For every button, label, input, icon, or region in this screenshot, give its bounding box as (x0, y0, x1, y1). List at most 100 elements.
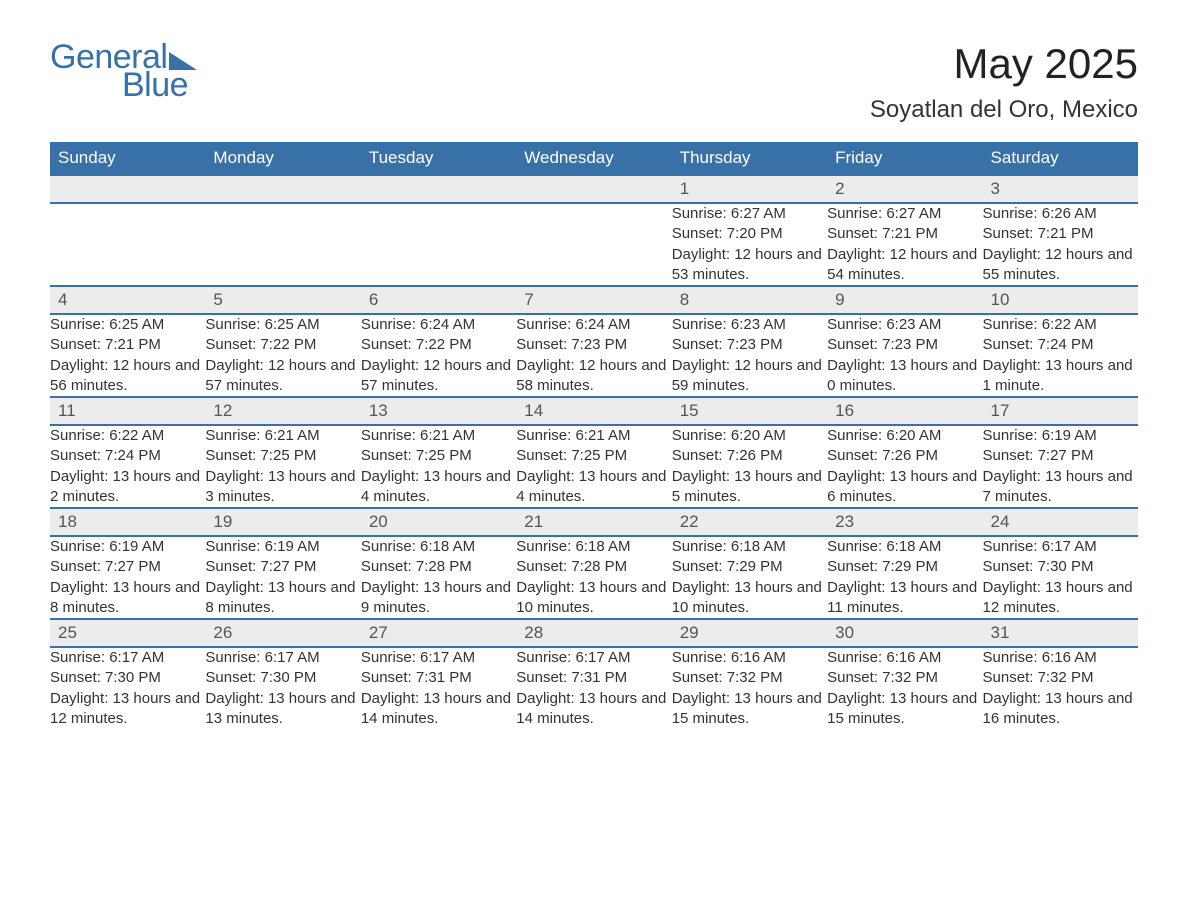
sunset-value: 7:32 PM (882, 669, 938, 686)
day-detail-cell: Sunrise: 6:25 AMSunset: 7:21 PMDaylight:… (50, 314, 205, 397)
title-block: May 2025 Soyatlan del Oro, Mexico (870, 40, 1138, 124)
daylight-line: Daylight: 13 hours and 14 minutes. (516, 689, 671, 730)
page-subtitle: Soyatlan del Oro, Mexico (870, 96, 1138, 124)
detail-row: Sunrise: 6:22 AMSunset: 7:24 PMDaylight:… (50, 425, 1138, 508)
sunrise-line: Sunrise: 6:18 AM (361, 537, 516, 557)
day-number-cell: 3 (983, 175, 1138, 203)
sunrise-label: Sunrise: (516, 316, 575, 333)
day-number-cell: 9 (827, 286, 982, 314)
sunrise-line: Sunrise: 6:21 AM (361, 426, 516, 446)
sunset-label: Sunset: (50, 669, 105, 686)
sunset-line: Sunset: 7:21 PM (827, 224, 982, 244)
day-number-cell: 21 (516, 508, 671, 536)
daylight-label: Daylight: (983, 246, 1046, 263)
sunrise-label: Sunrise: (205, 538, 264, 555)
daylight-line: Daylight: 13 hours and 8 minutes. (50, 578, 205, 619)
detail-row: Sunrise: 6:27 AMSunset: 7:20 PMDaylight:… (50, 203, 1138, 286)
sunset-line: Sunset: 7:31 PM (516, 668, 671, 688)
daylight-line: Daylight: 13 hours and 15 minutes. (827, 689, 982, 730)
sunset-label: Sunset: (672, 225, 727, 242)
day-detail-cell: Sunrise: 6:24 AMSunset: 7:22 PMDaylight:… (361, 314, 516, 397)
sunset-line: Sunset: 7:27 PM (983, 446, 1138, 466)
sunrise-label: Sunrise: (50, 538, 109, 555)
daylight-label: Daylight: (827, 690, 890, 707)
day-detail-cell: Sunrise: 6:18 AMSunset: 7:29 PMDaylight:… (827, 536, 982, 619)
sunrise-label: Sunrise: (672, 649, 731, 666)
sunset-value: 7:27 PM (260, 558, 316, 575)
sunset-line: Sunset: 7:23 PM (672, 335, 827, 355)
sunset-label: Sunset: (827, 225, 882, 242)
day-number-cell: 7 (516, 286, 671, 314)
sunset-label: Sunset: (983, 447, 1038, 464)
daylight-line: Daylight: 13 hours and 10 minutes. (672, 578, 827, 619)
day-number-cell: 12 (205, 397, 360, 425)
sunrise-line: Sunrise: 6:23 AM (827, 315, 982, 335)
sunrise-value: 6:24 AM (420, 316, 475, 333)
day-number-cell: 4 (50, 286, 205, 314)
sunrise-line: Sunrise: 6:16 AM (827, 648, 982, 668)
sunrise-line: Sunrise: 6:17 AM (983, 537, 1138, 557)
sunrise-value: 6:19 AM (109, 538, 164, 555)
sunset-value: 7:22 PM (416, 336, 472, 353)
day-number: 23 (827, 509, 982, 535)
sunset-line: Sunset: 7:28 PM (516, 557, 671, 577)
sunrise-label: Sunrise: (827, 205, 886, 222)
sunrise-value: 6:22 AM (109, 427, 164, 444)
sunrise-line: Sunrise: 6:16 AM (672, 648, 827, 668)
day-detail-cell: Sunrise: 6:16 AMSunset: 7:32 PMDaylight:… (983, 647, 1138, 729)
sunset-value: 7:23 PM (571, 336, 627, 353)
sunset-label: Sunset: (516, 336, 571, 353)
sunset-label: Sunset: (983, 336, 1038, 353)
day-number: 24 (983, 509, 1138, 535)
sunset-value: 7:23 PM (727, 336, 783, 353)
sunrise-label: Sunrise: (361, 316, 420, 333)
day-number: 26 (205, 620, 360, 646)
sunrise-value: 6:22 AM (1042, 316, 1097, 333)
day-number: 19 (205, 509, 360, 535)
sunrise-value: 6:18 AM (886, 538, 941, 555)
daylight-line: Daylight: 12 hours and 58 minutes. (516, 356, 671, 397)
sunset-value: 7:32 PM (1038, 669, 1094, 686)
day-number: 17 (983, 398, 1138, 424)
daylight-line: Daylight: 13 hours and 10 minutes. (516, 578, 671, 619)
sunrise-value: 6:16 AM (731, 649, 786, 666)
sunset-line: Sunset: 7:24 PM (983, 335, 1138, 355)
sunrise-label: Sunrise: (983, 316, 1042, 333)
day-number: 9 (827, 287, 982, 313)
day-detail-cell: Sunrise: 6:22 AMSunset: 7:24 PMDaylight:… (983, 314, 1138, 397)
day-detail-cell: Sunrise: 6:21 AMSunset: 7:25 PMDaylight:… (205, 425, 360, 508)
sunset-label: Sunset: (983, 558, 1038, 575)
sunrise-label: Sunrise: (516, 538, 575, 555)
sunset-value: 7:27 PM (1038, 447, 1094, 464)
sunset-line: Sunset: 7:21 PM (50, 335, 205, 355)
daylight-line: Daylight: 12 hours and 59 minutes. (672, 356, 827, 397)
sunset-label: Sunset: (205, 669, 260, 686)
day-detail-cell: Sunrise: 6:20 AMSunset: 7:26 PMDaylight:… (672, 425, 827, 508)
day-detail-cell (205, 203, 360, 286)
daylight-label: Daylight: (827, 468, 890, 485)
daylight-line: Daylight: 12 hours and 55 minutes. (983, 245, 1138, 286)
sunset-label: Sunset: (827, 558, 882, 575)
day-number-cell: 23 (827, 508, 982, 536)
sunrise-value: 6:17 AM (575, 649, 630, 666)
sunset-value: 7:24 PM (105, 447, 161, 464)
day-number-cell: 13 (361, 397, 516, 425)
sunset-value: 7:21 PM (1038, 225, 1094, 242)
sunrise-line: Sunrise: 6:24 AM (361, 315, 516, 335)
daylight-line: Daylight: 13 hours and 12 minutes. (983, 578, 1138, 619)
sunset-value: 7:25 PM (416, 447, 472, 464)
day-detail-cell: Sunrise: 6:23 AMSunset: 7:23 PMDaylight:… (672, 314, 827, 397)
sunrise-value: 6:16 AM (1042, 649, 1097, 666)
day-number: 27 (361, 620, 516, 646)
daylight-line: Daylight: 12 hours and 56 minutes. (50, 356, 205, 397)
day-detail-cell: Sunrise: 6:19 AMSunset: 7:27 PMDaylight:… (50, 536, 205, 619)
sunset-label: Sunset: (827, 447, 882, 464)
sunset-line: Sunset: 7:25 PM (361, 446, 516, 466)
day-number: 25 (50, 620, 205, 646)
daynum-row: 123 (50, 175, 1138, 203)
day-detail-cell: Sunrise: 6:17 AMSunset: 7:30 PMDaylight:… (50, 647, 205, 729)
daylight-label: Daylight: (983, 357, 1046, 374)
daylight-line: Daylight: 13 hours and 1 minute. (983, 356, 1138, 397)
day-number: 6 (361, 287, 516, 313)
day-number-cell: 16 (827, 397, 982, 425)
